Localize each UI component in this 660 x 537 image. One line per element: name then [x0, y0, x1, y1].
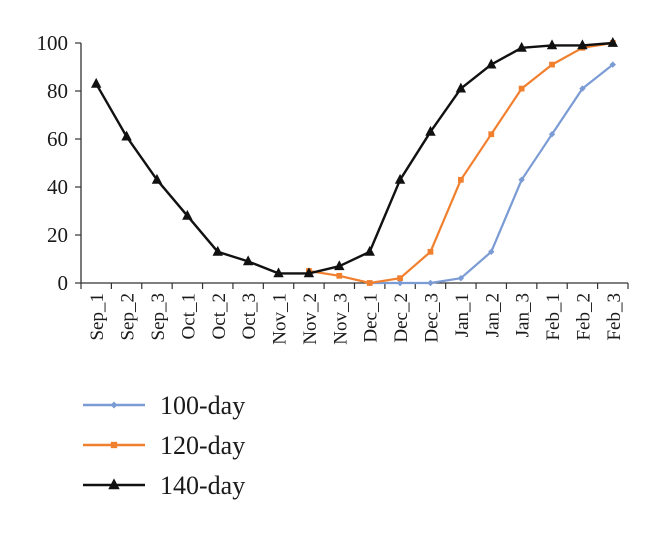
legend-item: 140-day [83, 471, 245, 500]
data-point [607, 37, 619, 47]
data-point [90, 77, 102, 88]
data-point [518, 176, 525, 183]
y-tick-label: 100 [37, 31, 69, 55]
x-tick-label: Nov_3 [330, 293, 351, 345]
data-point [366, 280, 373, 286]
y-tick-label: 80 [47, 79, 68, 103]
legend-label: 140-day [160, 471, 245, 500]
data-point [182, 209, 193, 220]
y-tick-label: 0 [58, 271, 69, 295]
data-point [397, 275, 403, 282]
data-point [425, 125, 436, 136]
data-point [577, 39, 588, 50]
x-tick-label: Dec_1 [361, 293, 382, 343]
x-tick-label: Oct_3 [239, 293, 260, 339]
data-point [394, 173, 406, 184]
data-point [303, 267, 315, 278]
legend-item: 100-day [83, 391, 245, 420]
data-point [334, 260, 345, 271]
x-tick-label: Oct_1 [178, 293, 199, 339]
data-point [457, 275, 465, 282]
x-tick-label: Jan_1 [452, 293, 473, 337]
legend-label: 120-day [160, 431, 245, 460]
data-point [609, 61, 617, 68]
y-tick-label: 60 [47, 127, 68, 151]
data-point [457, 176, 464, 183]
x-tick-label: Jan_3 [513, 293, 534, 337]
data-point [546, 39, 558, 50]
data-point [121, 130, 132, 141]
data-point [455, 82, 467, 93]
legend-swatch-marker [110, 401, 118, 409]
data-point [364, 245, 375, 256]
x-tick-label: Sep_1 [87, 293, 108, 341]
x-tick-label: Nov_2 [300, 293, 321, 345]
x-tick-label: Dec_2 [391, 293, 412, 343]
x-tick-label: Feb_2 [573, 293, 594, 341]
data-point [488, 248, 495, 255]
data-point [273, 267, 284, 278]
data-point [396, 279, 404, 287]
data-point [212, 245, 223, 256]
y-tick-label: 40 [47, 175, 68, 199]
data-point [151, 173, 163, 184]
data-point [427, 279, 434, 287]
data-point [518, 85, 525, 92]
legend-swatch-marker [110, 441, 118, 449]
x-tick-label: Feb_1 [543, 293, 564, 341]
series-140-day [90, 37, 619, 278]
series-line [95, 41, 613, 275]
legend-label: 100-day [160, 391, 245, 420]
data-point [549, 61, 555, 68]
data-point [488, 131, 495, 138]
data-point [242, 255, 254, 266]
chart-legend: 100-day 120-day 140-day [83, 391, 245, 500]
y-axis-ticks: 0 20 40 60 80 100 [37, 31, 81, 295]
data-point [427, 248, 434, 255]
x-tick-label: Sep_2 [118, 293, 139, 341]
chart-series [90, 37, 619, 287]
data-point [486, 58, 497, 69]
x-tick-label: Dec_3 [421, 293, 442, 343]
x-axis-ticks: Sep_1 Sep_2 Sep_3 Oct_1 Oct_2 Oct_3 Nov_1 Nov_2… [80, 283, 629, 345]
x-tick-label: Jan_2 [482, 293, 503, 337]
data-point [548, 131, 556, 138]
legend-swatch-marker [108, 478, 120, 490]
chart-axes [80, 43, 628, 284]
x-tick-label: Sep_3 [148, 293, 169, 341]
legend-item: 120-day [83, 431, 245, 460]
series-120-day [306, 40, 616, 286]
y-tick-label: 20 [47, 223, 68, 247]
x-tick-label: Oct_2 [209, 293, 230, 339]
data-point [336, 272, 343, 279]
series-line [308, 41, 613, 285]
x-tick-label: Feb_3 [604, 293, 625, 341]
data-point [579, 85, 586, 92]
x-tick-label: Nov_1 [270, 293, 291, 345]
data-point [516, 41, 527, 52]
